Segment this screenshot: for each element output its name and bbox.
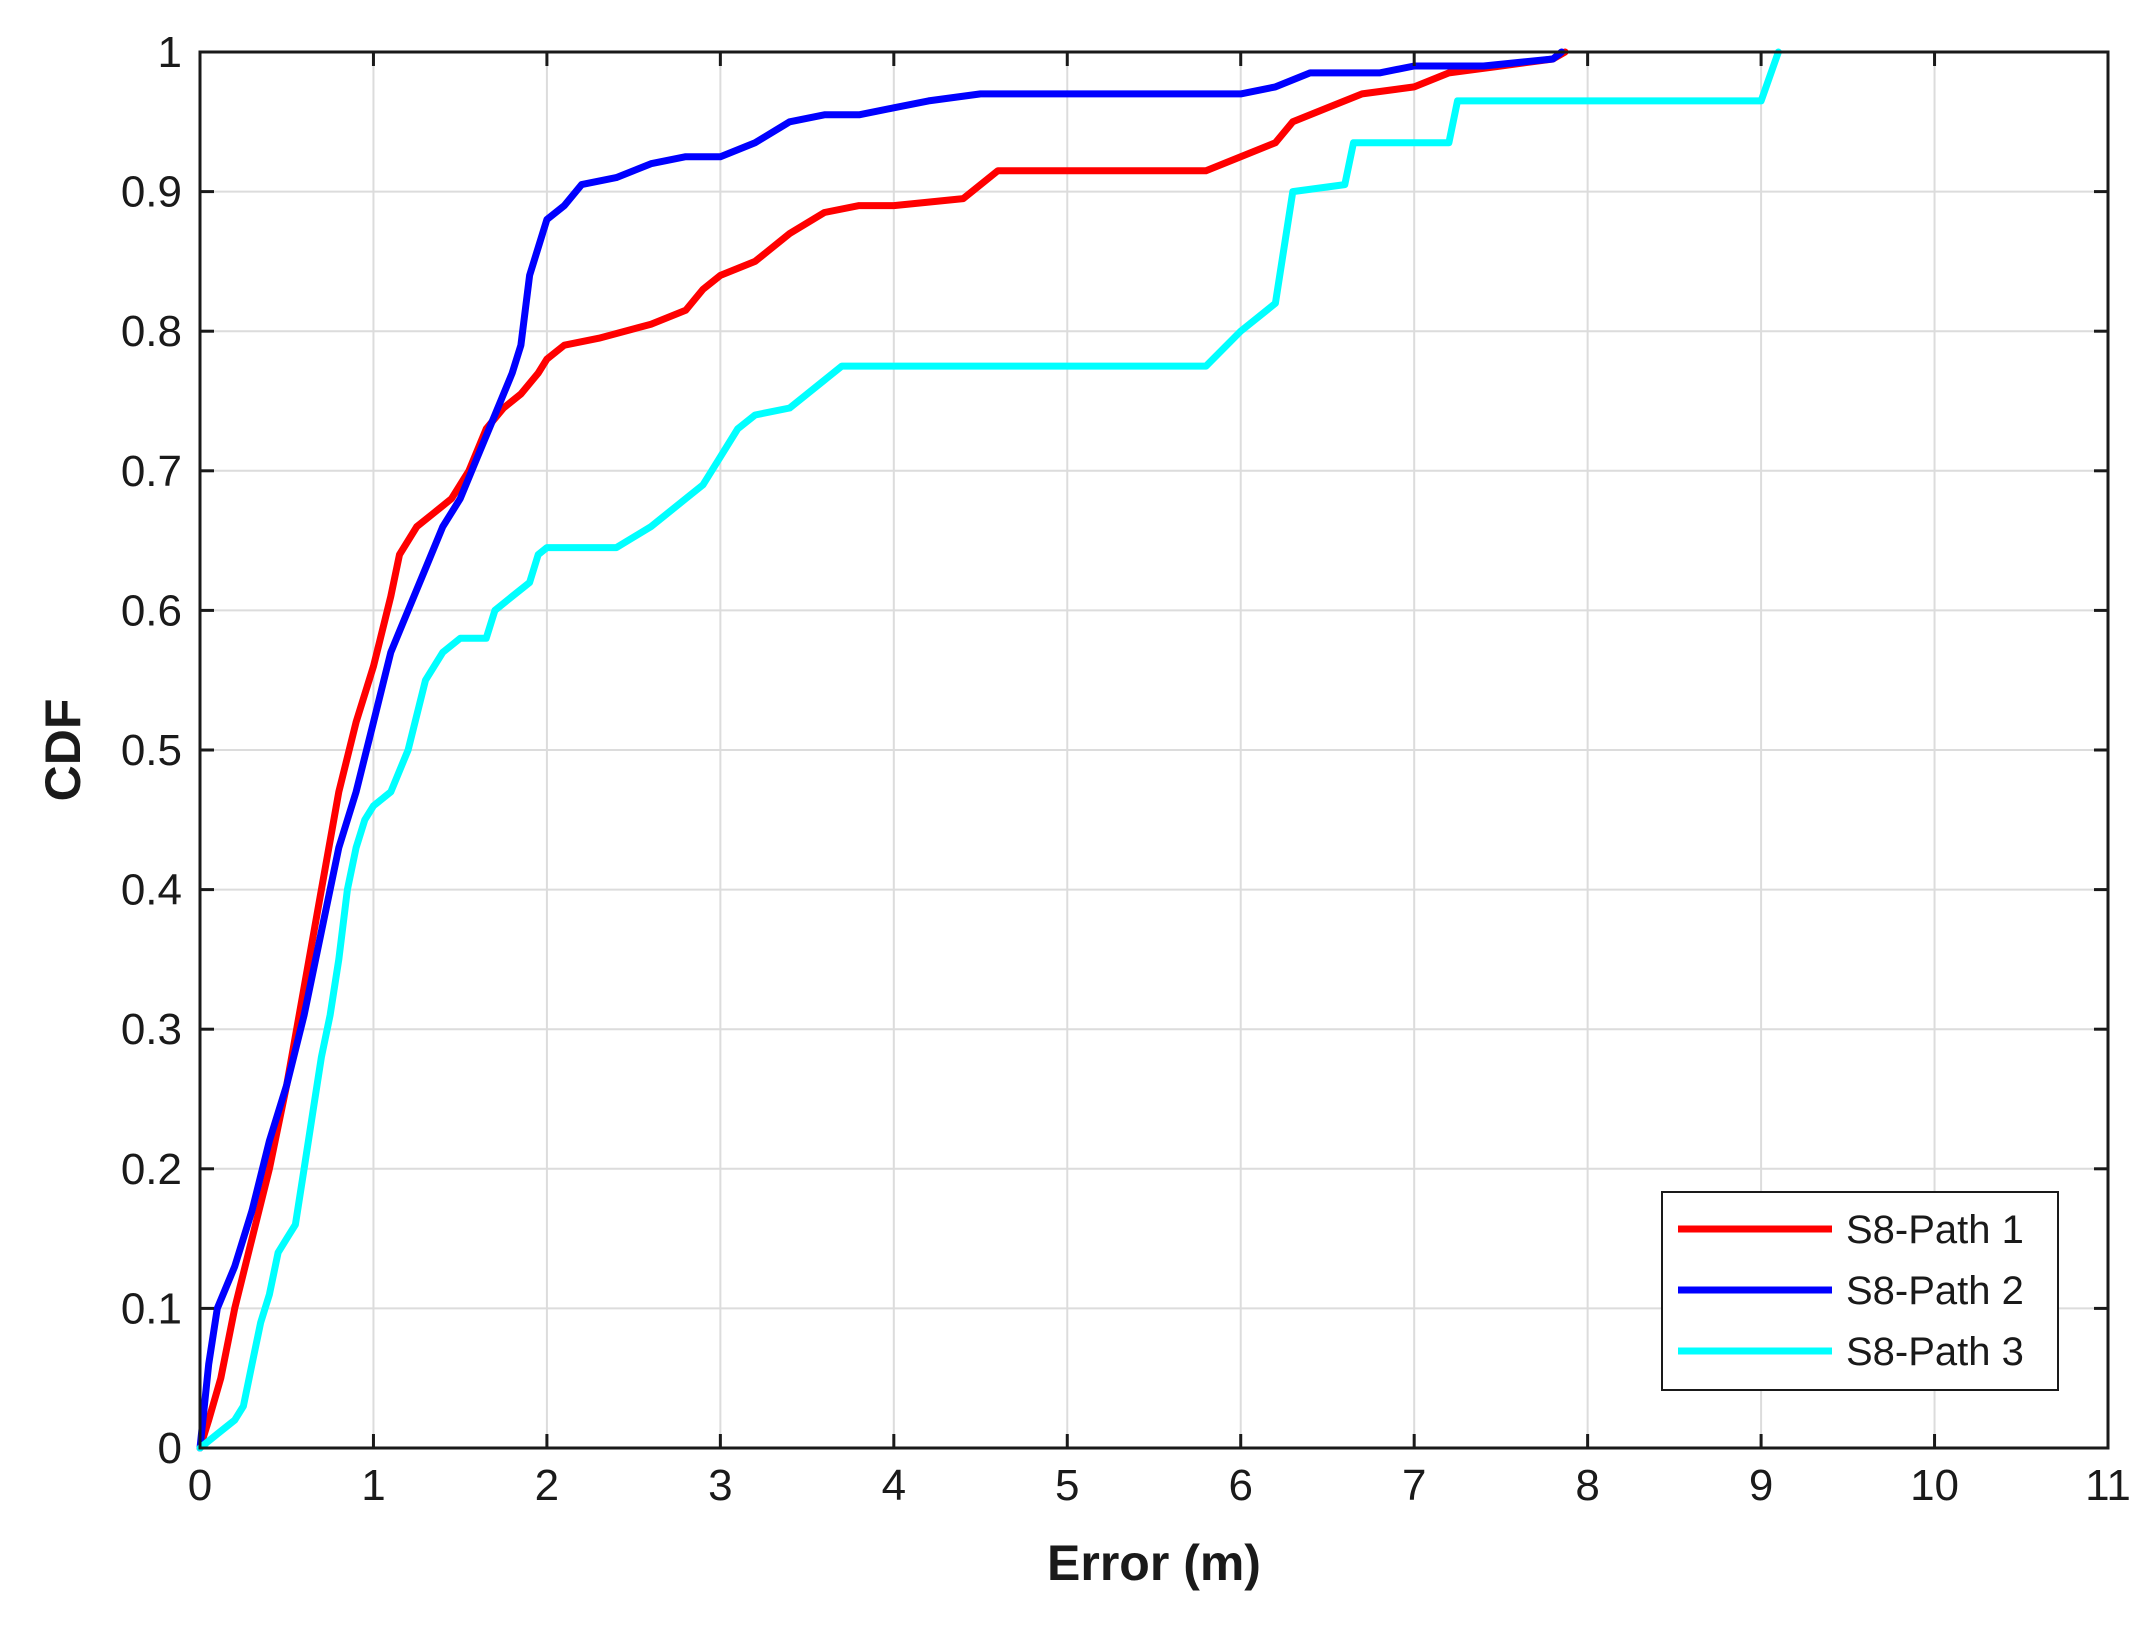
legend-label-2: S8-Path 2: [1846, 1269, 2024, 1313]
series-line-path-3: [196, 48, 1782, 1452]
x-tick-label: 11: [2085, 1461, 2131, 1510]
axis-ticks: [198, 50, 2110, 1450]
y-tick-labels: 0 0.1 0.2 0.3 0.4 0.5 0.6 0.7 0.8 0.9 1: [121, 28, 182, 1473]
series-line-path-1: [196, 48, 1569, 1452]
x-axis-label: Error (m): [1047, 1535, 1261, 1591]
y-tick-label: 0.8: [121, 307, 182, 356]
x-tick-label: 5: [1055, 1461, 1079, 1510]
series-line-path-2: [196, 48, 1566, 1452]
y-tick-label: 0: [158, 1424, 182, 1473]
legend: S8-Path 1 S8-Path 2 S8-Path 3: [1661, 1191, 2059, 1391]
y-tick-label: 0.1: [121, 1284, 182, 1333]
legend-label-1: S8-Path 1: [1846, 1208, 2024, 1252]
x-tick-label: 4: [882, 1461, 906, 1510]
y-tick-label: 0.9: [121, 168, 182, 217]
y-tick-label: 0.2: [121, 1145, 182, 1194]
x-tick-labels: 0 1 2 3 4 5 6 7 8 9 10 11: [188, 1461, 2131, 1510]
y-tick-label: 0.7: [121, 447, 182, 496]
y-tick-label: 0.4: [121, 866, 182, 915]
legend-label-3: S8-Path 3: [1846, 1330, 2024, 1374]
x-tick-label: 9: [1749, 1461, 1773, 1510]
x-tick-label: 7: [1402, 1461, 1426, 1510]
x-tick-label: 6: [1228, 1461, 1252, 1510]
x-tick-label: 1: [361, 1461, 385, 1510]
y-axis-label: CDF: [35, 699, 91, 802]
x-tick-label: 8: [1575, 1461, 1599, 1510]
series-lines: [196, 48, 1782, 1452]
x-tick-label: 0: [188, 1461, 212, 1510]
y-tick-label: 0.3: [121, 1005, 182, 1054]
y-tick-label: 0.5: [121, 726, 182, 775]
y-tick-label: 0.6: [121, 586, 182, 635]
x-tick-label: 3: [708, 1461, 732, 1510]
y-tick-label: 1: [158, 28, 182, 77]
x-tick-label: 2: [535, 1461, 559, 1510]
x-tick-label: 10: [1910, 1461, 1959, 1510]
